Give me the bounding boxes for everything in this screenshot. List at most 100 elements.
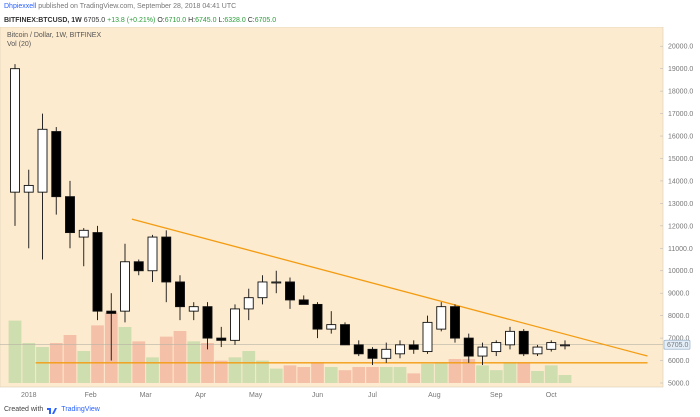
- candle-body-bull: [505, 330, 515, 346]
- created-with-label: Created with: [4, 406, 44, 413]
- y-tick-label: 20000.0: [668, 44, 693, 51]
- y-tick-label: 18000.0: [668, 89, 693, 96]
- volume-bar: [159, 336, 173, 383]
- y-tick-label: 14000.0: [668, 178, 693, 185]
- drawing-lines: [35, 218, 648, 364]
- x-tick-label: Jun: [312, 392, 323, 399]
- volume-bar: [352, 367, 366, 383]
- volume-bar: [421, 363, 434, 383]
- volume-bar: [214, 360, 228, 383]
- candle-body-bull: [257, 281, 268, 299]
- volume-bar: [173, 331, 187, 383]
- candle-body-bull: [78, 229, 89, 238]
- footer: Created with TradingView: [4, 403, 100, 417]
- y-tick-label: 12000.0: [668, 223, 693, 230]
- volume-bar: [558, 375, 572, 383]
- candle-body-bull: [23, 184, 34, 193]
- price-axis: 20000.0 19000.0 18000.0 17000.0 16000.0 15000…: [660, 44, 693, 388]
- candle-body-bull: [395, 344, 405, 355]
- candle-body-bull: [120, 261, 130, 312]
- y-tick-label: 16000.0: [668, 134, 693, 141]
- volume-bar: [476, 365, 489, 383]
- chart-title: Bitcoin / Dollar, 1W, BITFINEX: [7, 32, 101, 39]
- high-label: H:: [188, 17, 196, 24]
- volume-bar: [503, 362, 517, 383]
- x-tick-label: Mar: [140, 392, 153, 399]
- candle-body-bull: [326, 324, 337, 330]
- publish-bar: Dhpiexxell published on TradingView.com,…: [0, 0, 700, 14]
- candle-body-bear: [353, 344, 364, 355]
- author-link[interactable]: Dhpiexxell: [4, 3, 37, 10]
- volume-bars: [8, 312, 572, 383]
- descending-trendline: [131, 218, 648, 357]
- candle-body-bear: [51, 131, 62, 198]
- candle-body-bull: [147, 236, 158, 272]
- volume-bar: [366, 367, 379, 383]
- x-tick-label: Apr: [195, 392, 207, 399]
- candle-body-bull: [436, 306, 447, 330]
- candle-body-bear: [106, 310, 117, 314]
- volume-bar: [297, 367, 311, 383]
- x-tick-label: Aug: [428, 392, 441, 399]
- volume-bar: [146, 357, 159, 383]
- y-tick-label: 7000.0: [668, 336, 690, 343]
- volume-bar: [77, 351, 91, 383]
- change-value: +13.8 (+0.21%): [107, 17, 156, 24]
- tradingview-logo-icon: [47, 407, 58, 414]
- volume-bar: [489, 370, 503, 383]
- y-tick-label: 6000.0: [668, 358, 690, 365]
- candle-body-bear: [463, 337, 474, 357]
- high-value: 6745.0: [195, 17, 217, 24]
- symbol-label: BITFINEX:BTCUSD, 1W: [4, 17, 82, 24]
- low-label: L:: [218, 17, 225, 24]
- y-tick-label: 13000.0: [668, 201, 693, 208]
- candle-body-bull: [560, 344, 570, 347]
- low-value: 6328.0: [224, 17, 246, 24]
- volume-bar: [448, 359, 462, 383]
- volume-bar: [8, 320, 22, 383]
- time-axis: 2018 Feb Mar Apr May Jun Jul Aug Sep Oct: [21, 392, 557, 399]
- y-tick-label: 17000.0: [668, 111, 693, 118]
- chart-svg[interactable]: 20000.0 19000.0 18000.0 17000.0 16000.0 15000…: [0, 27, 700, 403]
- y-tick-label: 8000.0: [668, 313, 690, 320]
- y-tick-label: 11000.0: [668, 246, 693, 253]
- candle-body-bear: [367, 348, 378, 359]
- candle-body-bear: [133, 261, 144, 272]
- y-tick-label: 10000.0: [668, 268, 693, 275]
- y-tick-label: 15000.0: [668, 156, 693, 163]
- volume-indicator-label: Vol (20): [7, 41, 31, 48]
- x-tick-label: Oct: [546, 392, 557, 399]
- candle-body-bull: [243, 297, 254, 310]
- candle-body-bull: [188, 306, 199, 312]
- candle-body-bear: [175, 281, 185, 308]
- candle-body-bull: [532, 346, 543, 355]
- volume-bar: [242, 351, 256, 383]
- tradingview-brand-link[interactable]: TradingView: [61, 406, 100, 413]
- candle-body-bull: [10, 68, 20, 193]
- x-tick-label: May: [249, 392, 263, 399]
- volume-bar: [228, 357, 242, 383]
- candle-body-bear: [65, 196, 75, 234]
- candle-body-bear: [450, 306, 460, 339]
- candle-body-bull: [477, 346, 488, 357]
- symbol-ohlc-bar: BITFINEX:BTCUSD, 1W 6705.0 +13.8 (+0.21%…: [0, 14, 700, 27]
- volume-bar: [63, 335, 77, 383]
- volume-bar: [118, 327, 132, 383]
- close-label: C:: [247, 17, 255, 24]
- candle-body-bull: [491, 342, 502, 353]
- volume-bar: [407, 373, 421, 383]
- volume-bar: [517, 362, 531, 383]
- candle-body-bull: [37, 128, 48, 193]
- candle-body-bear: [518, 330, 529, 355]
- volume-bar: [338, 370, 352, 383]
- y-tick-label: 19000.0: [668, 66, 693, 73]
- candle-body-bear: [202, 306, 213, 339]
- candle-body-bear: [312, 303, 323, 330]
- candle-body-bear: [298, 299, 309, 305]
- candle-body-bull: [271, 281, 282, 284]
- last-price-text: 6705.0: [667, 342, 689, 349]
- volume-bar: [462, 359, 476, 383]
- candle-body-bear: [408, 344, 419, 350]
- last-price-box: [663, 339, 691, 350]
- published-text: published on TradingView.com, September …: [38, 3, 237, 10]
